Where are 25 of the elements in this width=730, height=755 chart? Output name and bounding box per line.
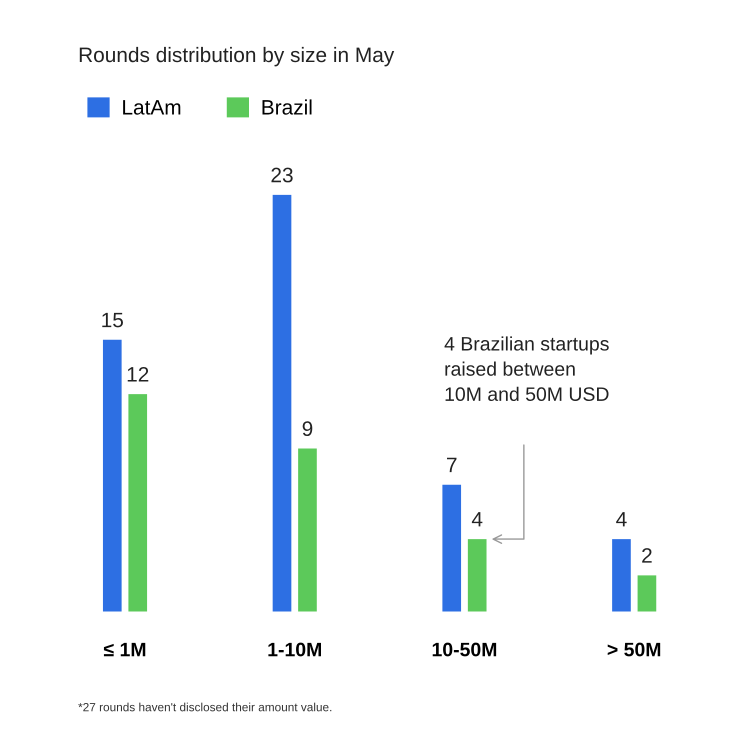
data-label: 7 [447,458,456,472]
text: *27 rounds haven't disclosed their amount value. [78,702,332,712]
data-label: 9 [302,421,312,436]
x-tick-label: > 50M [608,642,660,656]
annotation: 4 Brazilian startups raised between 10M and 50M USD [444,336,609,402]
chart-title: Rounds distribution by size in May [80,46,394,66]
bar [442,484,462,612]
data-label: 4 [616,512,627,526]
bar [468,539,487,612]
bar [298,448,317,612]
data-label: 15 [102,312,123,328]
data-label: 23 [271,168,293,182]
x-tick-label: 1-10M [268,642,321,656]
data-label: 2 [642,548,652,563]
data-label: 12 [128,366,148,382]
bar [638,575,656,612]
bar [102,340,122,612]
x-tick-label: 10-50M [432,642,496,656]
bar [612,539,631,612]
x-tick-label: ≤ 1M [104,642,146,656]
data-label: 4 [472,512,482,526]
bar [128,394,148,612]
legend-label: Brazil [262,99,312,115]
legend-label: LatAm [123,100,180,115]
bar [272,194,292,612]
